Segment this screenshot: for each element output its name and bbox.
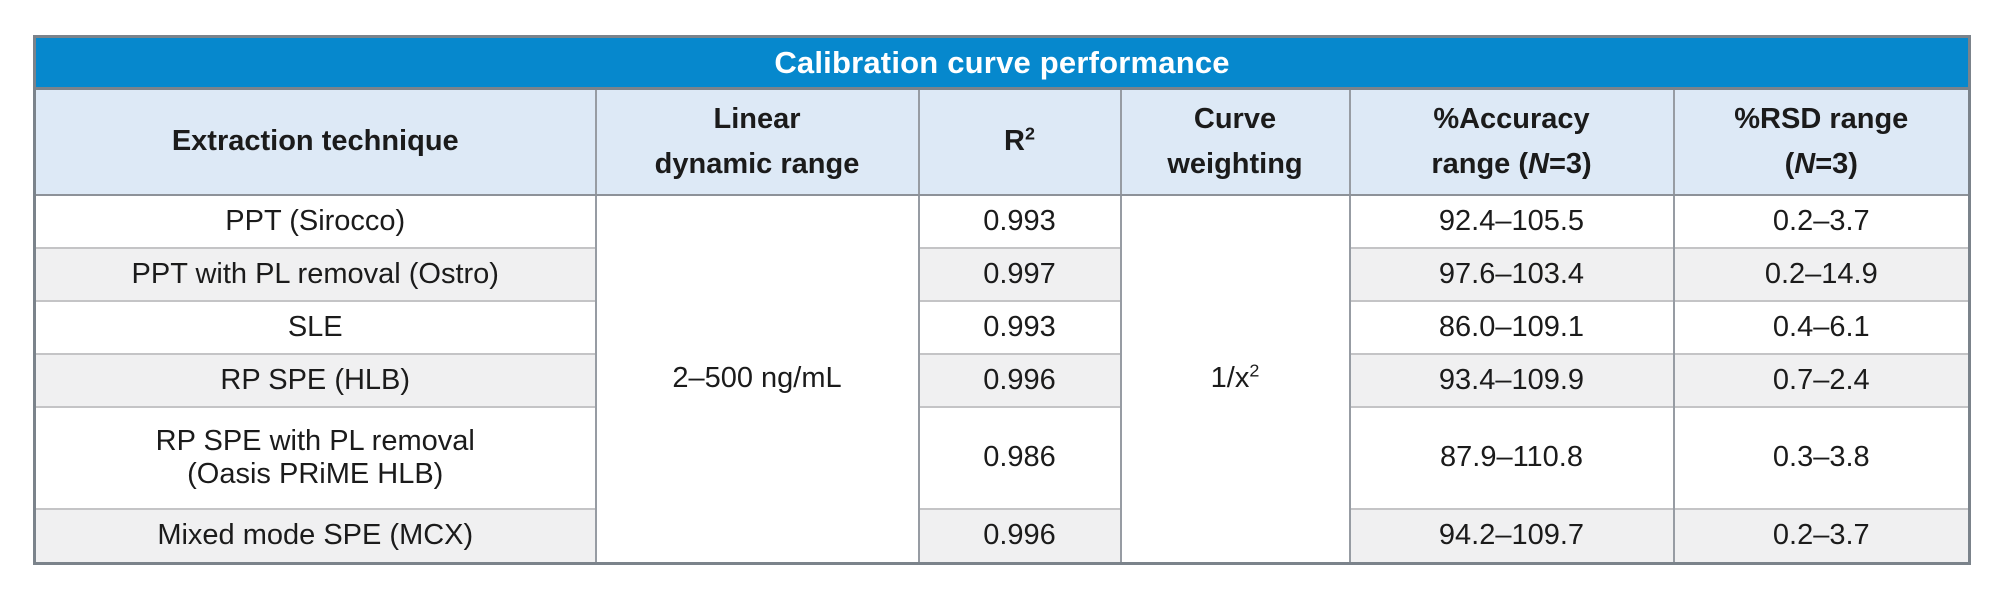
italic-n: N bbox=[1528, 147, 1549, 180]
cell-r-squared: 0.993 bbox=[917, 193, 1121, 248]
cell-technique: Mixed mode SPE (MCX) bbox=[34, 507, 596, 564]
table-row: SLE 0.993 86.0–109.1 0.4–6.1 bbox=[34, 299, 1970, 354]
cell-rsd-range: 0.2–3.7 bbox=[1672, 507, 1970, 564]
cell-accuracy-range: 86.0–109.1 bbox=[1348, 299, 1674, 354]
calibration-performance-table: Calibration curve performance Extraction… bbox=[33, 35, 1972, 565]
col-header-curve-weighting: Curve weighting bbox=[1119, 88, 1350, 196]
header-label-line1: %Accuracy bbox=[1433, 102, 1590, 135]
cell-curve-weighting: 1/x2 bbox=[1119, 193, 1350, 564]
cell-technique: SLE bbox=[34, 299, 596, 354]
cell-technique: RP SPE (HLB) bbox=[34, 352, 596, 407]
col-header-accuracy-range: %Accuracy range (N=3) bbox=[1348, 88, 1674, 196]
superscript-2: 2 bbox=[1249, 360, 1260, 381]
col-header-linear-dynamic-range: Linear dynamic range bbox=[594, 88, 919, 196]
column-header-row: Extraction technique Linear dynamic rang… bbox=[34, 88, 1970, 196]
cell-r-squared: 0.996 bbox=[917, 352, 1121, 407]
col-header-r-squared: R2 bbox=[917, 88, 1121, 196]
cell-technique: PPT with PL removal (Ostro) bbox=[34, 246, 596, 301]
col-header-rsd-range: %RSD range (N=3) bbox=[1672, 88, 1970, 196]
header-label: Extraction technique bbox=[171, 125, 459, 158]
header-label-line2: (N=3) bbox=[1784, 147, 1858, 180]
header-label-line2: range (N=3) bbox=[1431, 147, 1592, 180]
header-label-line2: dynamic range bbox=[654, 147, 860, 180]
italic-n: N bbox=[1794, 147, 1816, 180]
cell-rsd-range: 0.4–6.1 bbox=[1672, 299, 1970, 354]
cell-accuracy-range: 92.4–105.5 bbox=[1348, 193, 1674, 248]
table-row: PPT (Sirocco) 2–500 ng/mL 0.993 1/x2 92.… bbox=[34, 193, 1970, 564]
header-label-line1: %RSD range bbox=[1734, 102, 1909, 135]
cell-technique: PPT (Sirocco) bbox=[34, 193, 596, 248]
technique-line1: RP SPE with PL removal bbox=[155, 424, 475, 457]
technique-line2: (Oasis PRiME HLB) bbox=[187, 457, 444, 490]
cell-r-squared: 0.986 bbox=[917, 405, 1121, 509]
cell-rsd-range: 0.7–2.4 bbox=[1672, 352, 1970, 407]
cell-r-squared: 0.993 bbox=[917, 299, 1121, 354]
header-label-line2: weighting bbox=[1167, 147, 1303, 180]
cell-r-squared: 0.997 bbox=[917, 246, 1121, 301]
table-row: PPT with PL removal (Ostro) 0.997 97.6–1… bbox=[34, 246, 1970, 301]
title-row: Calibration curve performance bbox=[34, 36, 1970, 90]
header-label-line1: Curve bbox=[1193, 102, 1277, 135]
table-row: RP SPE with PL removal (Oasis PRiME HLB)… bbox=[34, 405, 1970, 509]
table-row: RP SPE (HLB) 0.996 93.4–109.9 0.7–2.4 bbox=[34, 352, 1970, 407]
cell-accuracy-range: 87.9–110.8 bbox=[1348, 405, 1674, 509]
cell-rsd-range: 0.3–3.8 bbox=[1672, 405, 1970, 509]
cell-accuracy-range: 97.6–103.4 bbox=[1348, 246, 1674, 301]
table-title: Calibration curve performance bbox=[34, 36, 1970, 90]
cell-rsd-range: 0.2–3.7 bbox=[1672, 193, 1970, 248]
cell-accuracy-range: 93.4–109.9 bbox=[1348, 352, 1674, 407]
cell-linear-dynamic-range: 2–500 ng/mL bbox=[594, 193, 919, 564]
col-header-extraction-technique: Extraction technique bbox=[34, 88, 596, 196]
superscript-2: 2 bbox=[1024, 123, 1035, 144]
header-label-line1: Linear bbox=[713, 102, 801, 135]
cell-rsd-range: 0.2–14.9 bbox=[1672, 246, 1970, 301]
header-label: R bbox=[1004, 125, 1025, 158]
table-row: Mixed mode SPE (MCX) 0.996 94.2–109.7 0.… bbox=[34, 507, 1970, 564]
cell-accuracy-range: 94.2–109.7 bbox=[1348, 507, 1674, 564]
cell-r-squared: 0.996 bbox=[917, 507, 1121, 564]
cell-technique: RP SPE with PL removal (Oasis PRiME HLB) bbox=[34, 405, 596, 509]
